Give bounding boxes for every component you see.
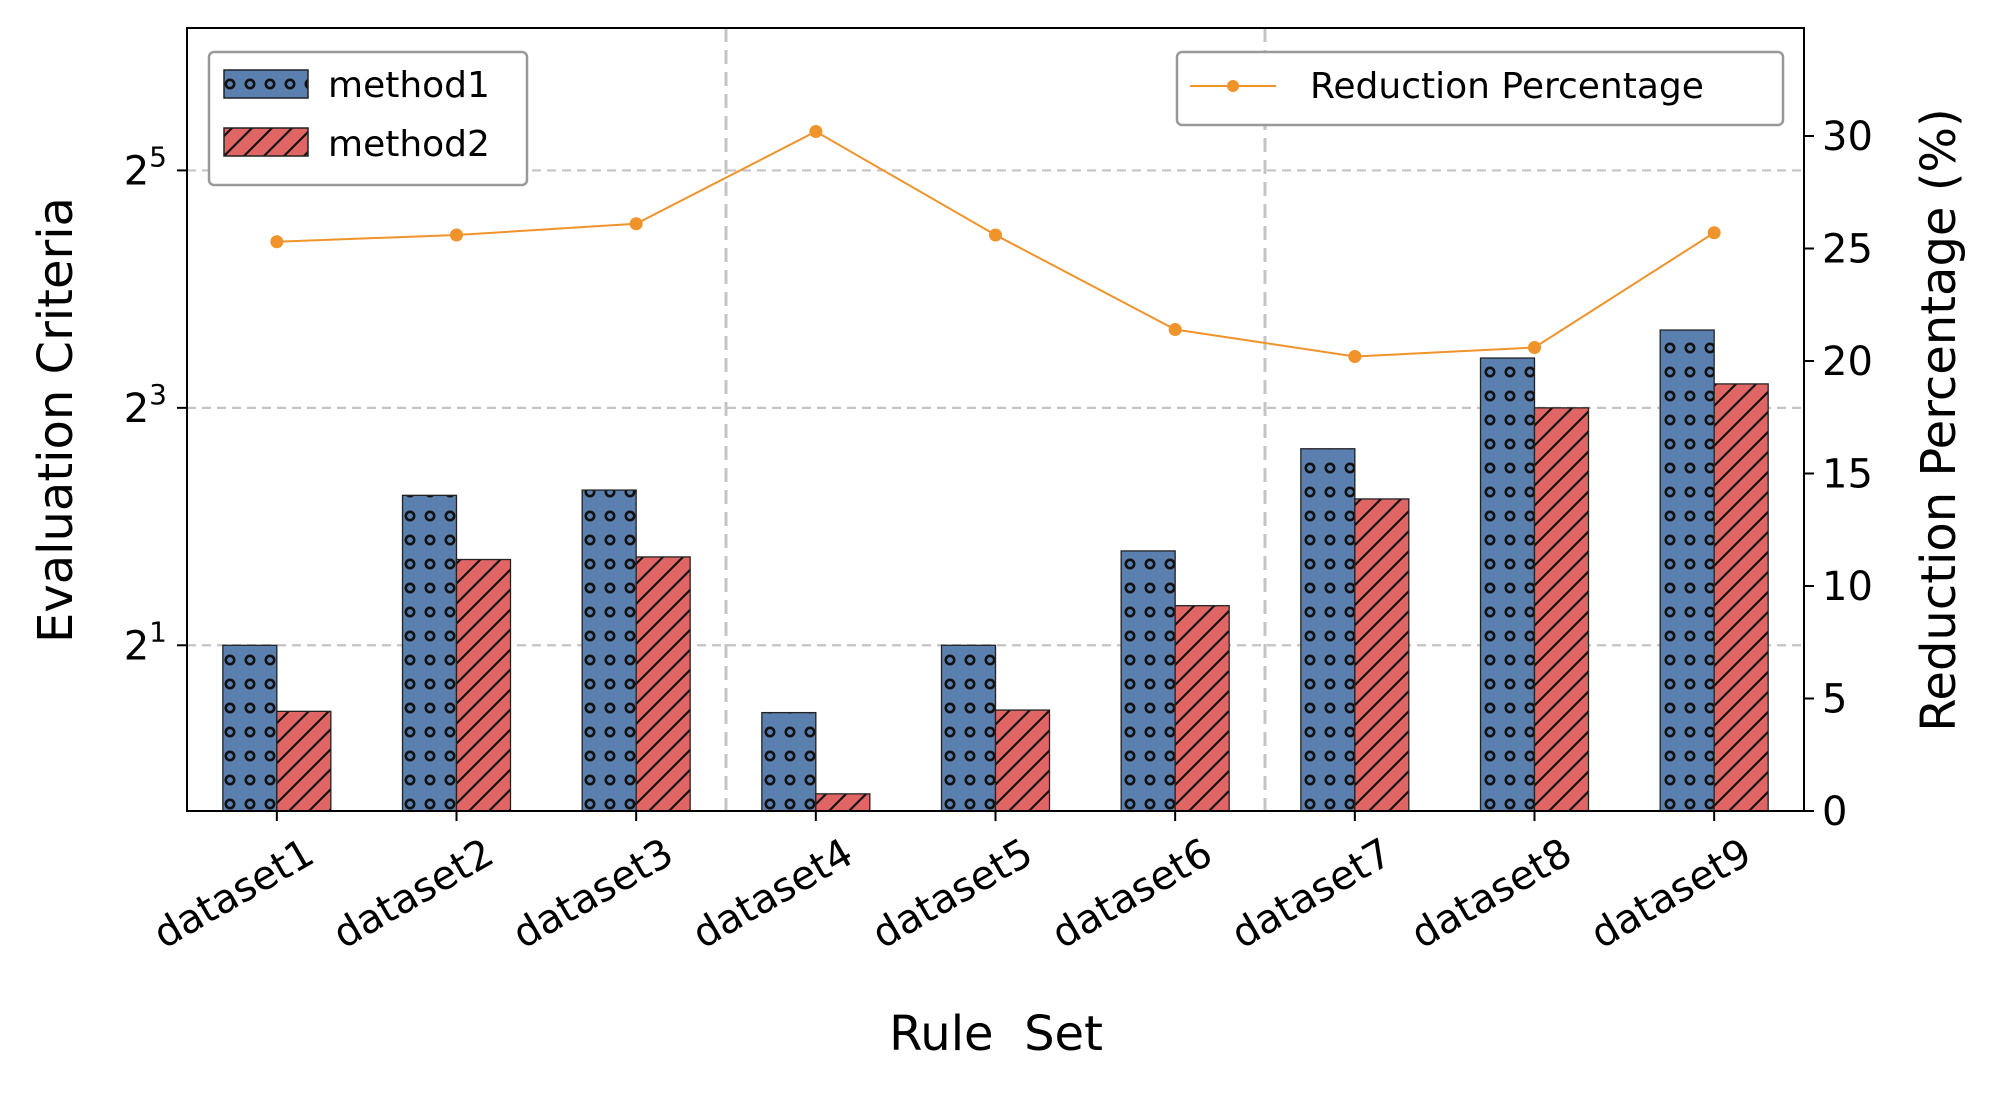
y2-tick-label-5: 5 [1822, 677, 1847, 723]
x-tick-label-dataset9: dataset9 [1583, 830, 1759, 958]
bar-method1-dataset1 [222, 644, 278, 812]
bar-method1-dataset6 [1120, 550, 1176, 812]
bars [222, 329, 1769, 812]
y-tick-label-1: 23 [124, 378, 167, 432]
x-axis-label: Rule Set [889, 1006, 1103, 1062]
x-tick-label-dataset5: dataset5 [864, 830, 1040, 958]
y-tick-label-0: 21 [124, 615, 167, 669]
bar-method2-dataset8 [1533, 407, 1590, 812]
reduction-point-dataset3 [629, 217, 643, 231]
x-tick-label-dataset1: dataset1 [146, 830, 322, 958]
bar-method1-dataset3 [581, 489, 637, 812]
y-right-ticks: 0 5 10 15 20 25 30 [1804, 114, 1873, 835]
bar-method1-dataset7 [1300, 448, 1356, 812]
bar-method1-dataset8 [1479, 357, 1536, 812]
reduction-point-dataset1 [270, 235, 284, 249]
y2-tick-label-10: 10 [1822, 564, 1873, 610]
bar-method1-dataset2 [401, 494, 458, 812]
reduction-point-dataset4 [809, 125, 823, 138]
reduction-point-dataset2 [450, 228, 463, 242]
bar-method1-dataset5 [940, 644, 997, 812]
reduction-point-dataset6 [1168, 323, 1182, 336]
x-tick-label-dataset7: dataset7 [1224, 830, 1400, 958]
legend-reduction: Reduction Percentage [1175, 50, 1785, 127]
y2-tick-label-0: 0 [1822, 789, 1847, 835]
bar-method1-dataset4 [761, 711, 817, 812]
legend-marker-reduction [1227, 80, 1239, 92]
x-tick-label-dataset6: dataset6 [1044, 830, 1220, 958]
legend-methods: method1 method2 [207, 50, 529, 187]
x-tick-label-dataset2: dataset2 [325, 830, 501, 958]
x-tick-label-dataset4: dataset4 [685, 830, 861, 958]
bar-method2-dataset2 [455, 558, 512, 812]
legend-label-reduction: Reduction Percentage [1310, 66, 1704, 107]
y-left-ticks: 21 23 25 [124, 140, 187, 669]
bar-method2-dataset4 [815, 793, 871, 812]
reduction-line [270, 125, 1721, 363]
bar-method2-dataset5 [994, 709, 1051, 812]
y2-tick-label-20: 20 [1822, 339, 1873, 385]
y2-tick-label-25: 25 [1822, 227, 1873, 273]
reduction-point-dataset8 [1528, 341, 1541, 354]
y-tick-label-2: 25 [124, 140, 167, 194]
x-tick-label-dataset3: dataset3 [505, 830, 681, 958]
y2-axis-label: Reduction Percentage (%) [1911, 108, 1967, 732]
bar-method2-dataset9 [1713, 383, 1769, 812]
legend-swatch-method1 [223, 69, 309, 99]
legend-swatch-method2 [223, 127, 309, 157]
bar-method2-dataset3 [635, 556, 691, 812]
x-tick-label-dataset8: dataset8 [1403, 830, 1579, 958]
bar-method2-dataset6 [1174, 605, 1230, 812]
reduction-point-dataset9 [1707, 226, 1721, 240]
y2-tick-label-30: 30 [1822, 114, 1873, 160]
bar-method2-dataset1 [276, 710, 332, 812]
y-axis-label: Evaluation Criteria [28, 197, 84, 643]
x-tick-labels: dataset1 dataset2 dataset3 dataset4 dataset5… [146, 811, 1759, 958]
y2-tick-label-15: 15 [1822, 452, 1873, 498]
legend-label-method1: method1 [328, 65, 490, 106]
reduction-point-dataset7 [1348, 350, 1362, 363]
bar-method1-dataset9 [1659, 329, 1715, 812]
reduction-point-dataset5 [989, 228, 1002, 242]
bar-method2-dataset7 [1354, 498, 1410, 812]
legend-label-method2: method2 [328, 124, 490, 165]
